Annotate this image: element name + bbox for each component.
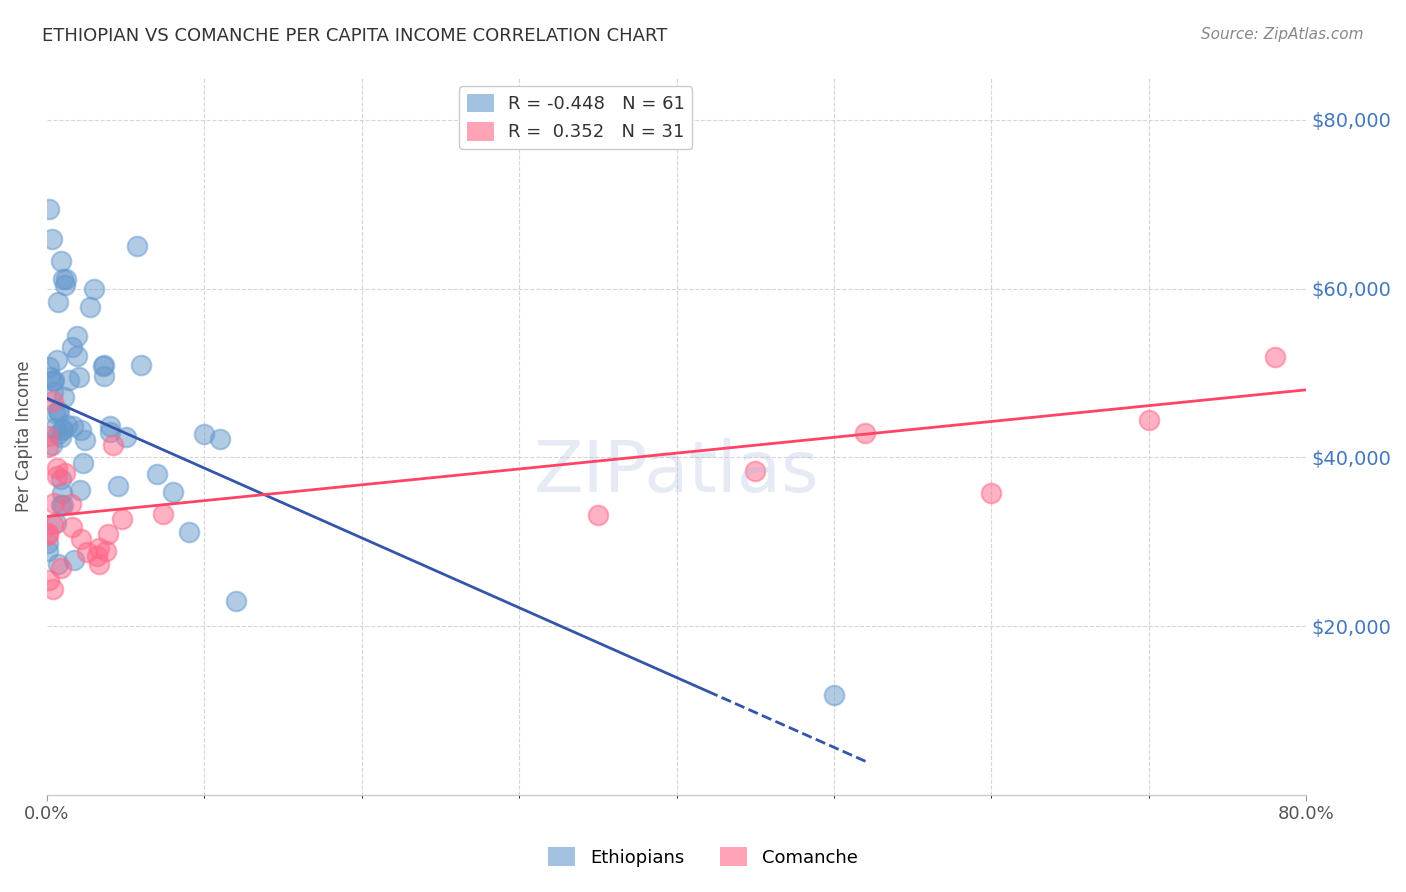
Point	[152, 507, 174, 521]
Point	[41, 232, 63, 246]
Point	[1137, 413, 1160, 427]
Point	[98, 419, 121, 434]
Point	[586, 508, 609, 522]
Point	[62, 553, 84, 567]
Point	[225, 594, 247, 608]
Point	[49, 473, 72, 487]
Point	[46, 295, 69, 310]
Point	[46, 404, 69, 418]
Point	[162, 485, 184, 500]
Point	[131, 359, 153, 373]
Point	[46, 353, 69, 368]
Text: ZIPatlas: ZIPatlas	[534, 438, 820, 507]
Point	[41, 582, 63, 596]
Point	[72, 457, 94, 471]
Text: Source: ZipAtlas.com: Source: ZipAtlas.com	[1201, 27, 1364, 42]
Point	[38, 359, 60, 374]
Point	[87, 557, 110, 571]
Legend: R = -0.448   N = 61, R =  0.352   N = 31: R = -0.448 N = 61, R = 0.352 N = 31	[460, 87, 692, 149]
Point	[70, 532, 93, 546]
Point	[37, 526, 59, 541]
Point	[49, 561, 72, 575]
Point	[75, 433, 97, 447]
Point	[94, 544, 117, 558]
Point	[744, 464, 766, 478]
Point	[37, 441, 59, 455]
Point	[44, 373, 66, 387]
Point	[44, 406, 66, 420]
Point	[49, 430, 72, 444]
Point	[53, 277, 76, 292]
Point	[69, 483, 91, 498]
Point	[62, 418, 84, 433]
Point	[53, 466, 76, 480]
Point	[41, 374, 63, 388]
Point	[51, 423, 73, 437]
Point	[91, 359, 114, 373]
Point	[823, 688, 845, 702]
Point	[193, 427, 215, 442]
Point	[37, 528, 59, 542]
Point	[51, 498, 73, 512]
Point	[114, 430, 136, 444]
Point	[46, 427, 69, 442]
Point	[37, 428, 59, 442]
Point	[44, 421, 66, 435]
Point	[46, 469, 69, 483]
Point	[41, 437, 63, 451]
Point	[87, 541, 110, 555]
Legend: Ethiopians, Comanche: Ethiopians, Comanche	[541, 840, 865, 874]
Point	[58, 372, 80, 386]
Point	[60, 520, 83, 534]
Point	[39, 370, 62, 384]
Point	[51, 486, 73, 500]
Y-axis label: Per Capita Income: Per Capita Income	[15, 360, 32, 512]
Point	[146, 467, 169, 482]
Point	[52, 422, 75, 436]
Point	[980, 486, 1002, 500]
Point	[48, 405, 70, 419]
Point	[70, 423, 93, 437]
Point	[49, 253, 72, 268]
Point	[76, 545, 98, 559]
Point	[52, 272, 75, 286]
Point	[38, 573, 60, 587]
Point	[93, 369, 115, 384]
Point	[60, 340, 83, 354]
Point	[42, 385, 65, 400]
Point	[42, 496, 65, 510]
Point	[67, 370, 90, 384]
Point	[45, 516, 67, 531]
Point	[37, 544, 59, 558]
Point	[38, 202, 60, 217]
Point	[41, 394, 63, 409]
Point	[41, 517, 63, 532]
Point	[101, 438, 124, 452]
Point	[98, 425, 121, 439]
Point	[855, 425, 877, 440]
Point	[53, 390, 76, 404]
Point	[83, 282, 105, 296]
Point	[66, 349, 89, 363]
Point	[86, 549, 108, 564]
Point	[79, 300, 101, 314]
Point	[97, 527, 120, 541]
Point	[66, 328, 89, 343]
Text: ETHIOPIAN VS COMANCHE PER CAPITA INCOME CORRELATION CHART: ETHIOPIAN VS COMANCHE PER CAPITA INCOME …	[42, 27, 668, 45]
Point	[107, 478, 129, 492]
Point	[52, 498, 75, 512]
Point	[55, 272, 77, 286]
Point	[37, 536, 59, 550]
Point	[111, 511, 134, 525]
Point	[56, 417, 79, 432]
Point	[209, 433, 232, 447]
Point	[59, 497, 82, 511]
Point	[93, 359, 115, 373]
Point	[177, 524, 200, 539]
Point	[125, 239, 148, 253]
Point	[46, 460, 69, 475]
Point	[1264, 350, 1286, 364]
Point	[46, 557, 69, 571]
